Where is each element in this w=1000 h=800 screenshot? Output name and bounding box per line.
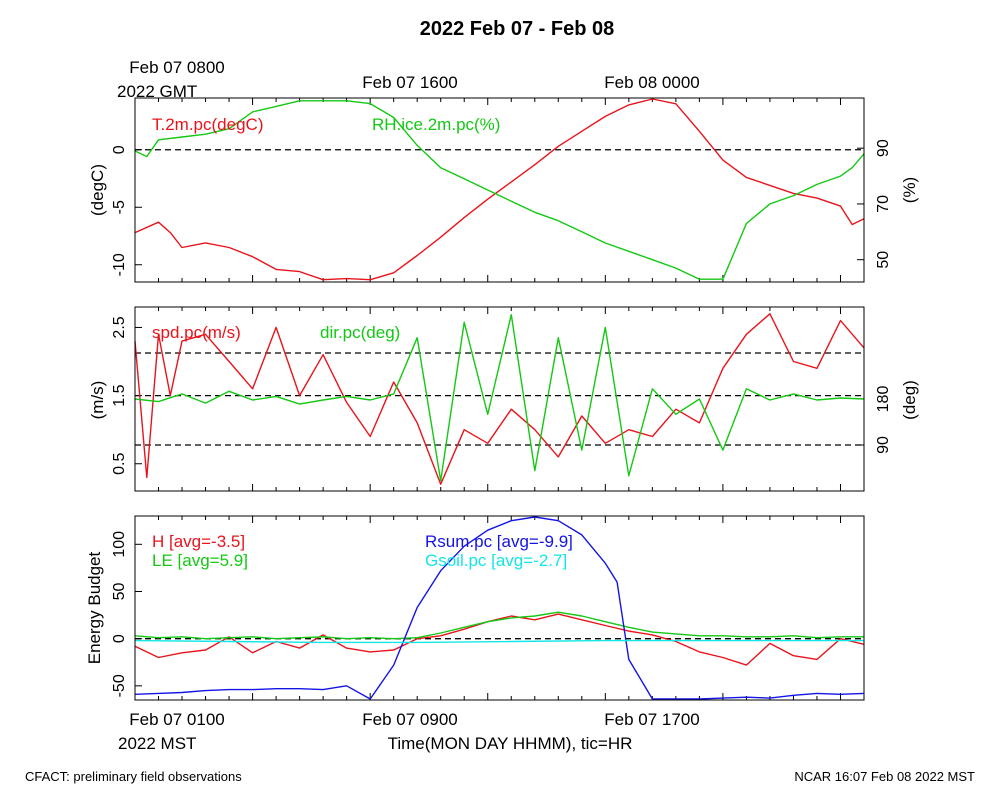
panel1-series-rh-label: RH.ice.2m.pc(%) bbox=[372, 115, 500, 134]
y-tick-label-left: -10 bbox=[111, 253, 128, 276]
panel1-ylabel-right: (%) bbox=[900, 177, 919, 203]
series-line-spd-pc-m-s bbox=[134, 313, 865, 485]
y-tick-label-left: 0 bbox=[111, 145, 128, 154]
series-line-rh-ice-2m-pc bbox=[134, 100, 865, 280]
series-line-dir-pc-deg bbox=[134, 314, 865, 482]
panel3-series-gsoil-label: Gsoil.pc [avg=-2.7] bbox=[425, 551, 567, 570]
panel3-ylabel-left: Energy Budget bbox=[85, 551, 104, 664]
top-gmt-start-line2: 2022 GMT bbox=[117, 82, 197, 101]
panel2-ylabel-right: (deg) bbox=[900, 380, 919, 420]
y-tick-label-right: 50 bbox=[875, 251, 892, 269]
bottom-mst-start-line2: 2022 MST bbox=[118, 734, 196, 753]
panel-temperature-humidity-frame bbox=[134, 97, 865, 283]
panel-energy-budget-frame bbox=[134, 515, 865, 701]
y-tick-label-right: 180 bbox=[875, 386, 892, 413]
footer-right: NCAR 16:07 Feb 08 2022 MST bbox=[794, 769, 975, 784]
panel3-series-rsum-label: Rsum.pc [avg=-9.9] bbox=[425, 532, 573, 551]
y-tick-label-right: 90 bbox=[875, 139, 892, 157]
panel2-ylabel-left: (m/s) bbox=[88, 381, 107, 420]
y-tick-label-left: -5 bbox=[111, 200, 128, 214]
footer-left: CFACT: preliminary field observations bbox=[25, 769, 242, 784]
series-line-t-2m-pc-degc bbox=[134, 98, 865, 281]
y-tick-label-left: 1.5 bbox=[111, 384, 128, 406]
panel-wind-frame bbox=[134, 306, 865, 492]
panel2-series-spd-label: spd.pc(m/s) bbox=[152, 323, 241, 342]
series-line-gsoil-pc bbox=[134, 639, 864, 644]
y-tick-label-right: 90 bbox=[875, 436, 892, 454]
bottom-mst-mid: Feb 07 0900 bbox=[362, 710, 457, 729]
y-tick-label-left: 0 bbox=[111, 634, 128, 643]
top-gmt-mid: Feb 07 1600 bbox=[362, 73, 457, 92]
panel-temperature-humidity: 0 -5 -10 90 70 50 T.2m.pc(degC) RH.ice.2m.pc(… bbox=[88, 97, 919, 283]
y-tick-label-left: 2.5 bbox=[111, 316, 128, 338]
series-line-le bbox=[134, 611, 864, 640]
panel3-series-h-label: H [avg=-3.5] bbox=[152, 532, 245, 551]
y-tick-label-left: 50 bbox=[111, 582, 128, 600]
panel2-series-dir-label: dir.pc(deg) bbox=[320, 323, 400, 342]
panel3-series-le-label: LE [avg=5.9] bbox=[152, 551, 248, 570]
y-tick-label-left: -50 bbox=[111, 674, 128, 697]
top-gmt-end: Feb 08 0000 bbox=[604, 73, 699, 92]
panel-wind: 2.5 1.5 0.5 180 90 spd.pc(m/s) dir.pc(deg) (… bbox=[88, 306, 919, 492]
chart-title: 2022 Feb 07 - Feb 08 bbox=[420, 18, 615, 40]
panel-energy-budget: 100 50 0 -50 H [avg=-3.5] LE [avg=5.9] Rsum… bbox=[85, 515, 865, 701]
x-axis-label: Time(MON DAY HHMM), tic=HR bbox=[388, 734, 633, 753]
y-tick-label-right: 70 bbox=[875, 195, 892, 213]
y-tick-label-left: 0.5 bbox=[111, 453, 128, 475]
y-tick-label-left: 100 bbox=[111, 531, 128, 558]
bottom-mst-end: Feb 07 1700 bbox=[604, 710, 699, 729]
series-line-h bbox=[134, 613, 865, 666]
series-line-rsum-pc bbox=[134, 516, 865, 700]
bottom-mst-start-line1: Feb 07 0100 bbox=[129, 710, 224, 729]
panel1-series-t2m-label: T.2m.pc(degC) bbox=[152, 115, 263, 134]
panel1-ylabel-left: (degC) bbox=[88, 164, 107, 216]
top-gmt-start-line1: Feb 07 0800 bbox=[129, 58, 224, 77]
